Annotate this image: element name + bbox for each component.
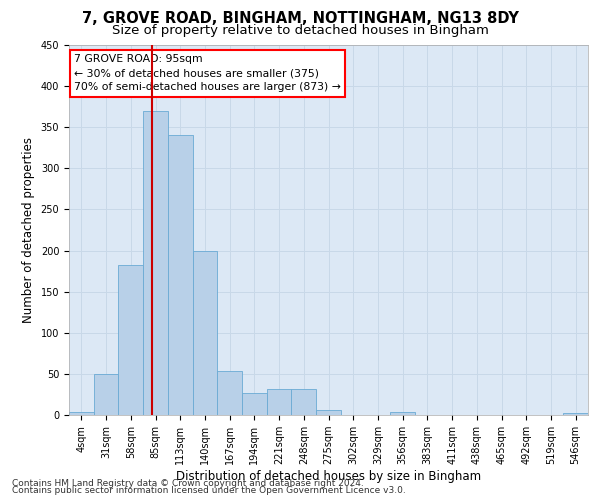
Bar bbox=[118, 266, 143, 415]
Bar bbox=[193, 252, 217, 415]
Bar bbox=[390, 412, 415, 415]
Bar bbox=[69, 412, 94, 415]
Bar bbox=[316, 410, 341, 415]
Text: Size of property relative to detached houses in Bingham: Size of property relative to detached ho… bbox=[112, 24, 488, 37]
Bar bbox=[292, 388, 316, 415]
Y-axis label: Number of detached properties: Number of detached properties bbox=[22, 137, 35, 323]
Text: 7, GROVE ROAD, BINGHAM, NOTTINGHAM, NG13 8DY: 7, GROVE ROAD, BINGHAM, NOTTINGHAM, NG13… bbox=[82, 11, 518, 26]
Bar bbox=[217, 370, 242, 415]
Bar bbox=[168, 136, 193, 415]
Bar bbox=[563, 412, 588, 415]
Text: Contains HM Land Registry data © Crown copyright and database right 2024.: Contains HM Land Registry data © Crown c… bbox=[12, 478, 364, 488]
Text: Contains public sector information licensed under the Open Government Licence v3: Contains public sector information licen… bbox=[12, 486, 406, 495]
Bar bbox=[94, 374, 118, 415]
Text: 7 GROVE ROAD: 95sqm
← 30% of detached houses are smaller (375)
70% of semi-detac: 7 GROVE ROAD: 95sqm ← 30% of detached ho… bbox=[74, 54, 341, 92]
X-axis label: Distribution of detached houses by size in Bingham: Distribution of detached houses by size … bbox=[176, 470, 481, 483]
Bar bbox=[242, 393, 267, 415]
Bar bbox=[267, 388, 292, 415]
Bar bbox=[143, 111, 168, 415]
